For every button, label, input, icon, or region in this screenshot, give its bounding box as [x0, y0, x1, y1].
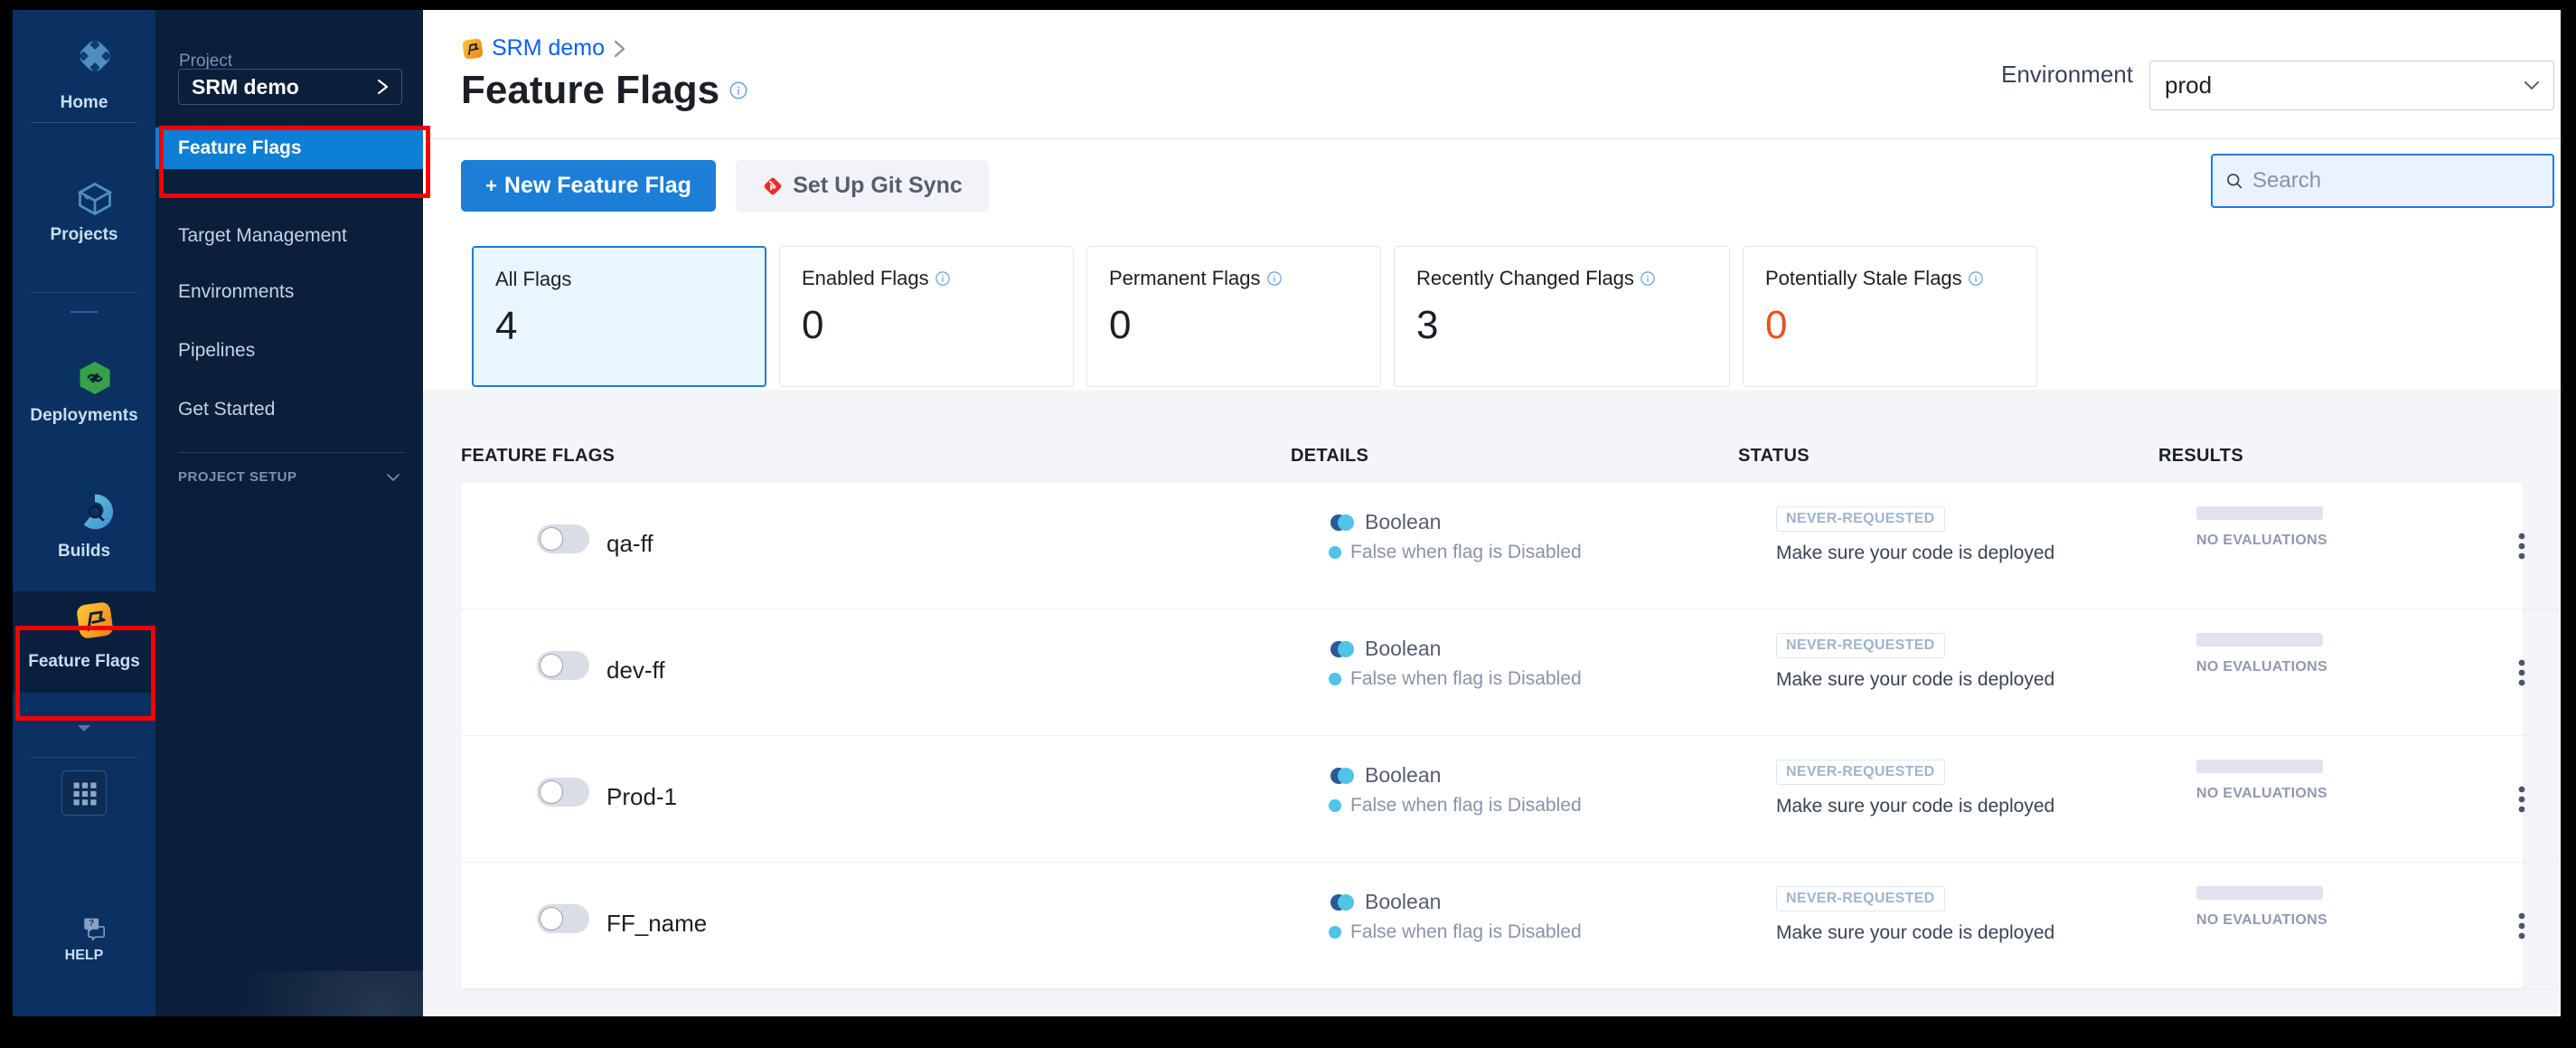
svg-text:?: ?	[89, 919, 94, 929]
